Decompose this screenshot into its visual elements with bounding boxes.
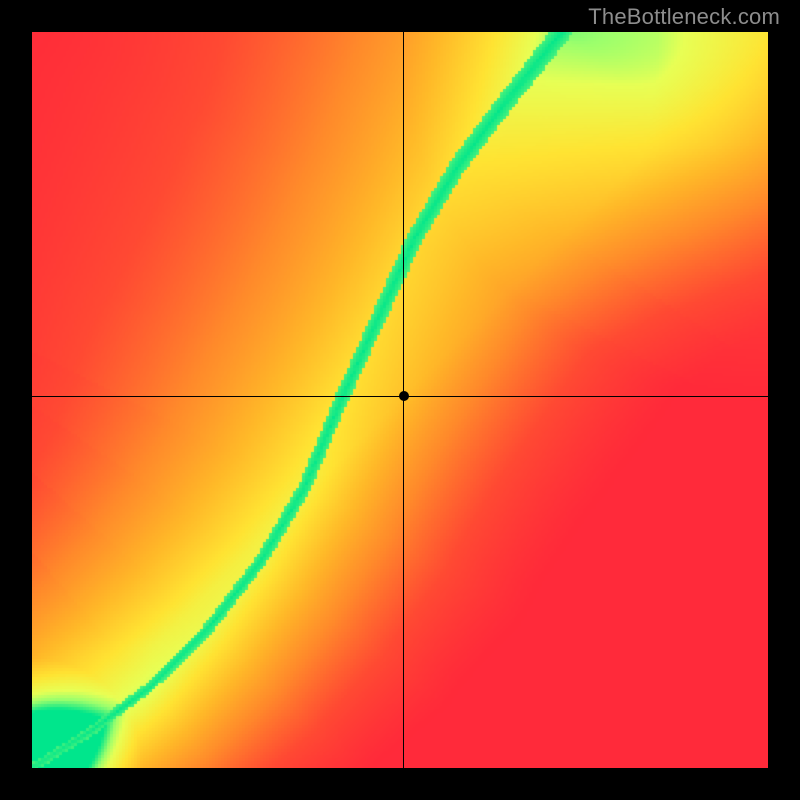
- crosshair-marker: [399, 391, 409, 401]
- heatmap-plot: [32, 32, 768, 768]
- watermark-label: TheBottleneck.com: [588, 4, 780, 30]
